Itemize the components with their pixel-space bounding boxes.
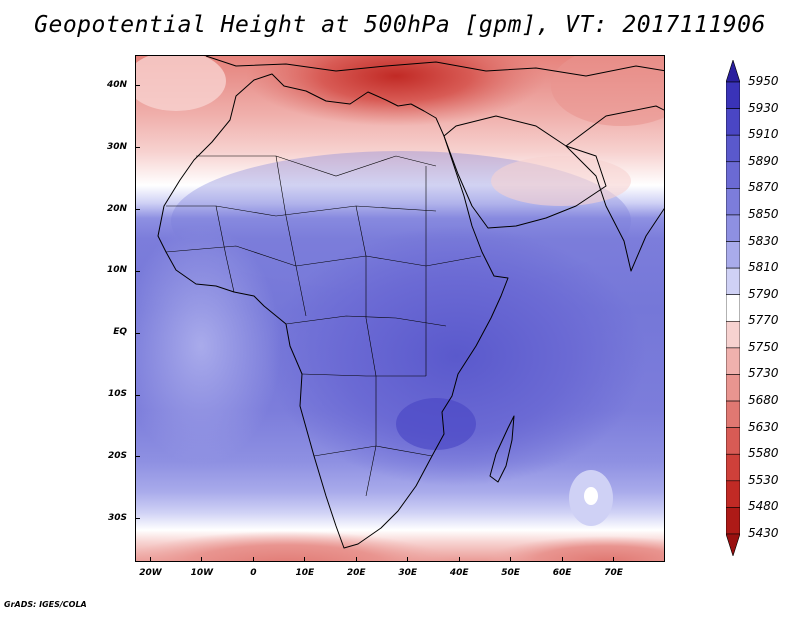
lon-tick-mark — [355, 557, 357, 562]
mediterranean-low — [246, 56, 546, 126]
colorbar-level-label: 5870 — [748, 180, 779, 195]
colorbar-level-label: 5790 — [748, 286, 779, 301]
southern-low-east — [486, 536, 664, 561]
lat-tick-label: 10S — [107, 389, 127, 400]
lon-tick-label: 30E — [398, 568, 418, 578]
lon-tick-label: 0 — [250, 568, 257, 578]
lon-tick-label: 70E — [604, 568, 623, 578]
colorbar-level-label: 5770 — [748, 313, 779, 328]
colorbar-lower-triangle — [726, 533, 740, 556]
colorbar-swatch — [726, 267, 740, 296]
lat-tick-label: 20S — [107, 450, 127, 461]
colorbar-swatch — [726, 374, 740, 402]
lon-tick-label: 10E — [295, 568, 315, 578]
lon-tick-mark — [304, 557, 306, 562]
lat-tick-label: 30N — [106, 141, 127, 152]
lon-tick-mark — [407, 557, 409, 562]
lat-tick-mark — [135, 394, 140, 396]
lon-tick-label: 20E — [346, 568, 366, 578]
lon-tick-label: 50E — [501, 568, 520, 578]
lat-tick-label: 20N — [106, 203, 127, 214]
lat-tick-mark — [135, 147, 140, 149]
lat-tick-label: 10N — [106, 265, 127, 276]
lon-tick-mark — [201, 557, 203, 562]
lat-tick-mark — [135, 85, 140, 87]
colorbar-swatch — [726, 427, 740, 455]
lat-tick-mark — [135, 270, 140, 272]
lon-tick-mark — [561, 557, 563, 562]
colorbar-swatch — [726, 453, 740, 482]
colorbar-swatch — [726, 320, 740, 349]
lon-tick-label: 40E — [449, 568, 469, 578]
colorbar-swatch — [726, 347, 740, 375]
south-asia-outline — [565, 105, 664, 272]
mozambique-high — [396, 398, 476, 450]
colorbar-swatch — [726, 480, 740, 508]
lat-tick-label: 30S — [107, 512, 127, 523]
map-title: Geopotential Height at 500hPa [gpm], VT:… — [34, 12, 766, 38]
colorbar-level-label: 5910 — [748, 127, 779, 142]
lat-tick-mark — [135, 518, 140, 520]
colorbar-level-label: 5950 — [748, 74, 779, 88]
mediterranean-coast — [205, 56, 664, 77]
map-panel — [135, 55, 665, 562]
southern-low-west — [136, 531, 455, 561]
colorbar-level-label: 5930 — [748, 100, 779, 115]
colorbar-level-label: 5480 — [748, 499, 779, 514]
colorbar-swatch — [726, 134, 740, 163]
colorbar-level-label: 5430 — [748, 526, 779, 540]
colorbar-swatch — [726, 400, 740, 428]
colorbar-level-label: 5530 — [748, 472, 779, 487]
lon-tick-label: 60E — [552, 568, 572, 578]
lon-tick-mark — [458, 557, 460, 562]
atlantic-ridge — [136, 226, 281, 466]
lon-tick-label: 20W — [139, 568, 162, 578]
lon-tick-label: 10W — [190, 568, 214, 578]
colorbar-level-label: 5730 — [748, 366, 779, 381]
colorbar-level-label: 5750 — [748, 339, 779, 354]
colorbar-swatch — [726, 161, 740, 189]
colorbar-level-label: 5850 — [748, 206, 779, 221]
arabia-ridge — [491, 156, 631, 206]
lat-tick-label: EQ — [113, 327, 127, 338]
lat-tick-mark — [135, 332, 140, 334]
lon-tick-mark — [613, 557, 615, 562]
madagascar-outline — [489, 415, 515, 483]
lon-tick-mark — [252, 557, 254, 562]
colorbar-level-label: 5630 — [748, 419, 779, 434]
colorbar-swatch — [726, 214, 740, 242]
central-africa-high — [266, 226, 646, 486]
grads-credit: GrADS: IGES/COLA — [4, 600, 87, 609]
colorbar — [726, 60, 740, 556]
country-borders — [165, 155, 482, 497]
iran-low — [551, 56, 664, 126]
colorbar-level-label: 5580 — [748, 446, 779, 461]
colorbar-upper-triangle — [726, 60, 740, 83]
lat-tick-label: 40N — [106, 79, 127, 90]
colorbar-swatch — [726, 188, 740, 216]
arabian-peninsula-outline — [443, 115, 607, 229]
colorbar-swatch — [726, 241, 740, 269]
atlantic-high-north — [136, 56, 226, 111]
colorbar-level-label: 5810 — [748, 260, 779, 275]
colorbar-level-label: 5680 — [748, 393, 779, 408]
colorbar-level-label: 5890 — [748, 153, 779, 168]
lat-tick-mark — [135, 456, 140, 458]
colorbar-swatch — [726, 81, 740, 109]
africa-outline — [157, 73, 509, 549]
lat-tick-mark — [135, 209, 140, 211]
coastlines — [157, 56, 664, 549]
colorbar-swatch — [726, 108, 740, 136]
colorbar-swatch — [726, 507, 740, 535]
height-field — [136, 56, 664, 561]
indian-ocean-ridge-core — [584, 487, 598, 505]
lon-tick-mark — [149, 557, 151, 562]
colorbar-level-label: 5830 — [748, 233, 779, 248]
lon-tick-mark — [510, 557, 512, 562]
colorbar-swatch — [726, 294, 740, 322]
